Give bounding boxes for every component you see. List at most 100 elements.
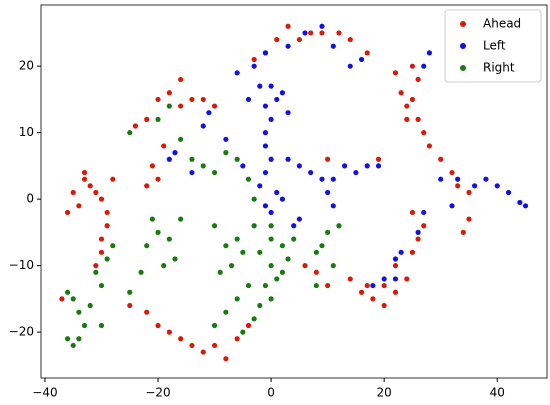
point [98,282,105,289]
point [392,263,399,269]
point [421,63,427,69]
point [234,156,240,162]
point [206,110,212,116]
point [70,342,76,349]
point [313,249,319,255]
point [409,63,416,69]
point [64,209,71,216]
point [211,223,218,229]
point [223,309,229,315]
point [313,269,319,275]
point [251,316,257,322]
point [268,116,274,122]
point [93,269,99,275]
point [358,56,365,63]
point [268,209,274,216]
point [381,302,387,309]
point [257,249,263,255]
point [466,216,472,222]
point [211,169,218,176]
point [296,36,302,43]
point [245,176,252,182]
point [392,289,399,295]
point [460,229,466,235]
x-tick-label: −20 [145,386,170,400]
point [319,243,325,249]
point [438,176,444,182]
x-tick-label: −40 [32,386,57,400]
point [381,282,387,289]
point [517,199,523,206]
point [268,223,274,229]
point [285,256,291,262]
point [449,203,455,209]
plot-frame [40,4,548,379]
point [472,183,478,189]
point [285,23,291,29]
point [375,163,382,169]
legend-label: Left [483,39,506,53]
point [522,203,529,209]
point [104,209,110,216]
point [149,216,155,222]
point [166,329,172,335]
point [144,309,150,315]
point [245,96,252,103]
point [279,243,286,249]
point [302,30,308,36]
point [257,183,263,189]
point [110,176,116,182]
y-tick-label: −10 [9,258,34,272]
point [319,23,325,29]
legend-marker [460,65,466,71]
point [234,236,240,242]
point [296,163,302,169]
point [70,189,76,196]
point [274,36,280,43]
point [178,76,184,83]
point [200,123,206,129]
point [98,322,105,329]
point [347,36,353,43]
point [325,156,331,162]
point [370,282,376,289]
point [200,349,206,355]
point [211,322,218,329]
point [421,223,427,229]
point [409,209,416,216]
point [483,176,489,182]
point [325,229,331,235]
point [144,116,150,122]
point [76,203,82,209]
y-tick-label: 0 [26,192,34,206]
point [262,50,269,56]
point [155,116,161,122]
point [392,256,399,262]
point [223,150,229,156]
point [104,223,110,229]
point [347,63,353,69]
point [262,143,269,149]
point [404,103,410,109]
point [155,322,161,329]
point [302,263,308,269]
point [104,256,110,262]
point [364,282,370,289]
point [285,43,291,49]
point [189,96,195,103]
point [189,156,195,162]
point [421,209,427,216]
point [93,189,99,196]
point [98,196,105,202]
point [189,342,195,349]
point [347,276,353,282]
point [76,309,82,315]
point [64,336,71,342]
point [279,196,286,202]
point [370,296,376,302]
point [381,276,387,282]
point [325,189,331,196]
point [291,223,297,229]
y-tick-label: −20 [9,325,34,339]
